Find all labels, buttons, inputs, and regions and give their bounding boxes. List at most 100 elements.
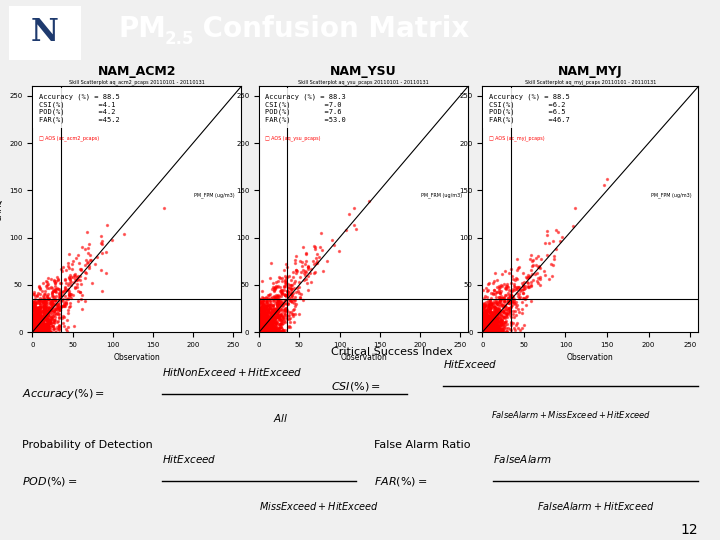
Point [64,292,76,301]
Point [492,320,503,328]
Point [256,323,267,332]
Point [265,327,276,336]
Point [37,298,49,307]
Point [34,323,45,332]
Point [70,276,81,285]
Point [27,313,39,321]
Point [484,316,495,325]
Point [27,321,39,330]
Point [480,313,491,322]
Point [484,328,495,336]
Point [267,301,279,309]
Point [479,328,490,336]
Point [308,242,320,251]
Point [271,308,283,316]
Point [32,326,43,335]
Point [269,285,281,293]
Point [35,315,47,324]
Point [40,327,51,335]
Point [253,321,265,330]
Point [477,323,488,332]
Point [71,273,83,281]
Point [485,328,496,336]
Point [269,293,281,302]
Point [481,327,492,335]
Point [29,328,40,336]
Point [481,323,492,332]
Point [302,262,314,271]
Point [478,323,490,332]
Point [52,309,63,318]
Point [602,175,613,184]
Point [254,328,266,336]
Point [258,327,269,336]
Point [259,315,271,323]
Point [256,322,267,331]
Point [32,310,44,319]
Point [255,314,266,322]
Point [48,324,59,333]
Point [35,328,47,336]
Point [256,325,268,334]
Point [36,328,48,336]
Point [263,318,274,327]
Point [50,288,62,296]
Point [253,327,265,335]
Point [259,320,271,329]
Point [255,323,266,332]
Point [29,318,40,327]
Point [31,319,42,328]
Point [482,328,493,336]
Point [256,325,268,333]
Point [258,328,270,336]
Point [280,313,292,321]
Point [487,320,498,328]
Point [29,326,40,334]
Point [59,284,71,292]
Point [48,276,59,285]
Point [269,299,281,308]
Point [477,327,488,336]
Point [492,321,503,329]
Point [34,294,45,302]
Point [258,327,269,336]
Point [273,298,284,307]
Point [271,291,282,300]
Point [53,299,65,307]
Point [254,326,266,335]
Point [31,313,42,321]
Point [260,314,271,322]
Point [494,311,505,320]
Point [264,312,276,321]
Point [257,326,269,335]
Point [274,313,285,321]
Point [46,297,58,306]
Point [489,325,500,333]
Point [491,312,503,321]
Point [261,327,273,335]
Point [260,328,271,336]
Point [50,295,61,303]
Point [263,322,274,330]
Point [49,300,60,309]
Point [502,310,513,319]
Point [484,305,495,313]
Point [478,322,490,330]
Point [47,325,58,333]
Point [256,319,268,327]
Point [480,326,491,335]
Point [477,317,489,326]
Point [29,316,40,325]
Point [533,279,544,288]
Point [28,327,40,336]
Point [55,287,67,296]
Point [485,325,496,333]
Point [30,292,41,300]
Title: Skill Scatterplot aq_acm2_pcaps 20110101 - 20110131: Skill Scatterplot aq_acm2_pcaps 20110101… [69,79,204,85]
Point [481,328,492,336]
Point [28,306,40,315]
Point [29,328,40,336]
Point [513,263,525,272]
Point [258,308,270,316]
Point [259,328,271,336]
